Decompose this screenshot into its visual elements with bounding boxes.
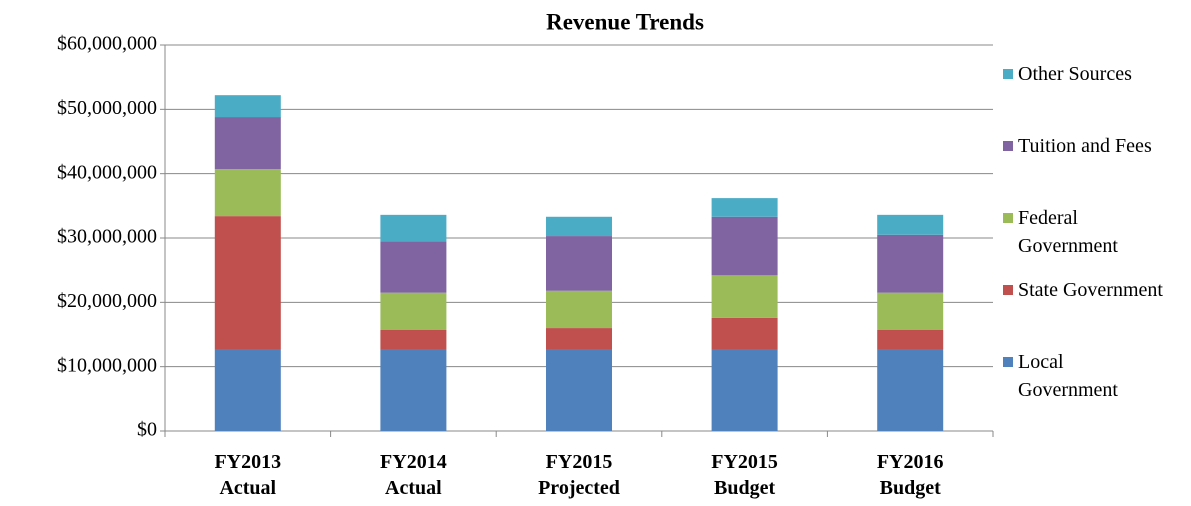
- y-tick-label: $0: [137, 419, 157, 441]
- legend-label: Other Sources: [1018, 63, 1132, 85]
- x-tick-label: FY2014 Actual: [380, 451, 447, 499]
- bar-segment: [214, 117, 281, 170]
- y-tick-label: $40,000,000: [57, 161, 157, 183]
- legend-swatch: [1003, 285, 1013, 295]
- bar-segment: [877, 234, 944, 293]
- bar-segment: [546, 328, 612, 350]
- legend-swatch: [1003, 357, 1013, 367]
- bar-segment: [380, 241, 447, 293]
- legend-swatch: [1003, 213, 1013, 223]
- bar-segment: [711, 198, 778, 217]
- bar-segment: [546, 349, 612, 431]
- legend-label: Tuition and Fees: [1018, 135, 1152, 157]
- y-tick-label: $60,000,000: [57, 33, 157, 55]
- bar-segment: [877, 349, 944, 431]
- legend-swatch: [1003, 69, 1013, 79]
- y-tick-label: $10,000,000: [57, 354, 157, 376]
- bar-segment: [546, 216, 612, 237]
- bar-segment: [877, 214, 944, 235]
- bar-segment: [877, 329, 944, 350]
- bar-segment: [546, 236, 612, 291]
- x-tick-label: FY2016 Budget: [876, 451, 944, 499]
- y-tick-label: $20,000,000: [57, 290, 157, 312]
- bar-segment: [546, 290, 612, 329]
- bar-segment: [214, 95, 281, 118]
- bar-segment: [711, 275, 778, 318]
- bar-segment: [711, 349, 778, 431]
- bar-segment: [877, 292, 944, 330]
- x-tick-label: FY2015 Budget: [711, 451, 778, 499]
- legend-label: Federal Government: [1018, 207, 1118, 257]
- bar-segment: [380, 329, 447, 350]
- bar-segment: [214, 349, 281, 431]
- bar-segment: [711, 317, 778, 350]
- bar-segment: [711, 216, 778, 276]
- legend-label: Local Government: [1018, 351, 1118, 401]
- x-tick-label: FY2013 Actual: [214, 451, 282, 499]
- y-tick-label: $30,000,000: [57, 226, 157, 248]
- legend-label: State Government: [1018, 279, 1163, 301]
- x-tick-label: FY2015 Projected: [538, 451, 620, 499]
- bar-segment: [380, 349, 447, 431]
- bar-segment: [214, 216, 281, 350]
- bar-segment: [380, 214, 447, 242]
- chart-title: Revenue Trends: [546, 9, 704, 34]
- legend-swatch: [1003, 141, 1013, 151]
- bar-segment: [380, 292, 447, 330]
- y-tick-label: $50,000,000: [57, 97, 157, 119]
- bar-segment: [214, 169, 281, 217]
